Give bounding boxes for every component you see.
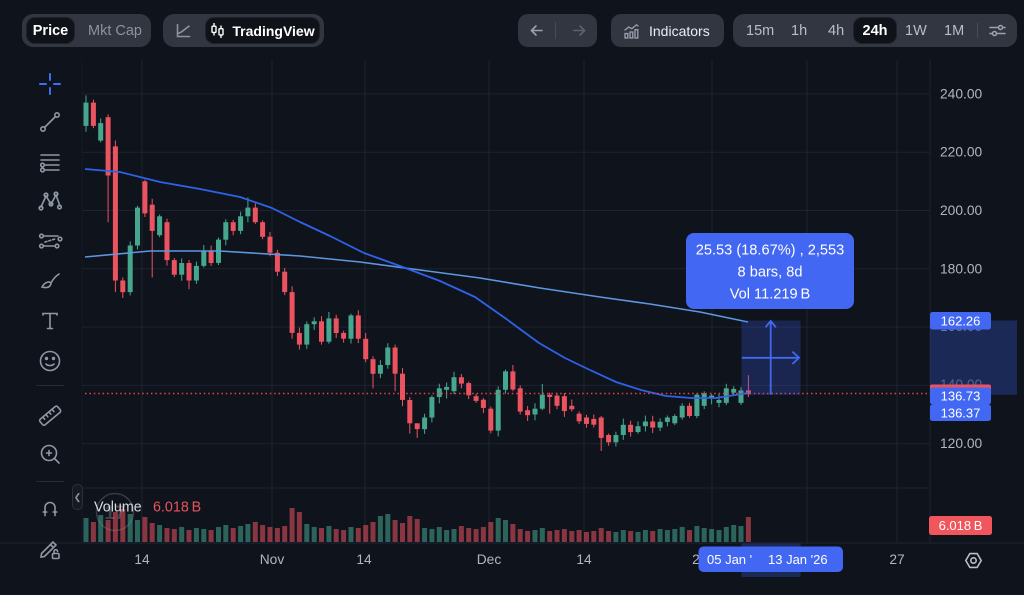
svg-text:162.26: 162.26 [941,314,981,329]
svg-text:Nov: Nov [260,552,285,567]
svg-text:180.00: 180.00 [940,261,983,276]
svg-text:25.53 (18.67%) , 2,553: 25.53 (18.67%) , 2,553 [696,243,844,259]
svg-text:Dec: Dec [477,552,502,567]
svg-text:27: 27 [889,552,904,567]
svg-text:Volume: Volume [94,500,142,516]
svg-text:6.018 B: 6.018 B [939,518,983,533]
svg-text:136.73: 136.73 [941,389,981,404]
svg-text:8 bars, 8d: 8 bars, 8d [738,265,803,281]
svg-text:14: 14 [134,552,150,567]
svg-text:05 Jan ': 05 Jan ' [707,552,752,567]
svg-text:Vol 11.219 B: Vol 11.219 B [730,287,811,303]
svg-text:240.00: 240.00 [940,86,983,101]
svg-text:200.00: 200.00 [940,203,983,218]
svg-text:6.018 B: 6.018 B [153,500,201,516]
svg-text:14: 14 [356,552,372,567]
svg-text:120.00: 120.00 [940,436,983,451]
svg-text:2: 2 [692,552,700,567]
svg-text:14: 14 [576,552,592,567]
svg-text:220.00: 220.00 [940,145,983,160]
svg-text:13 Jan '26: 13 Jan '26 [768,552,828,567]
svg-text:136.37: 136.37 [941,406,981,421]
